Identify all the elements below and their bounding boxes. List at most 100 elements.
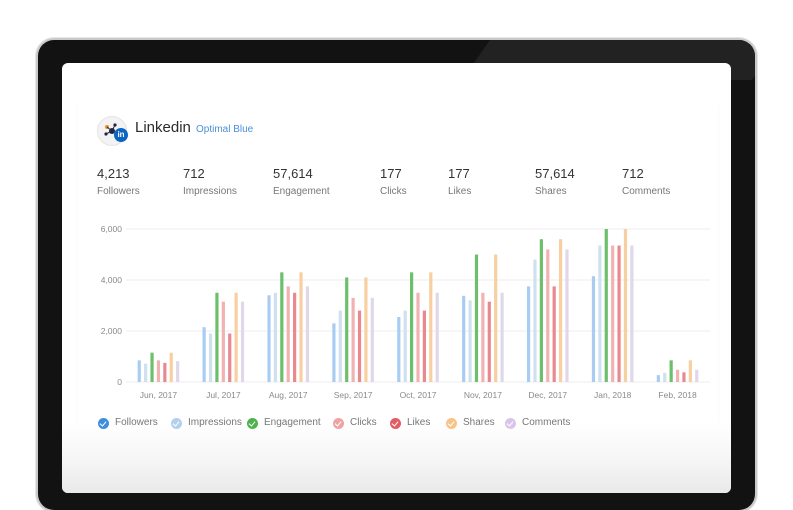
check-circle-icon	[505, 418, 516, 429]
bar-followers[interactable]	[591, 276, 596, 382]
stat-value: 712	[622, 166, 644, 181]
stat-value: 177	[380, 166, 402, 181]
bar-likes[interactable]	[552, 286, 556, 382]
bar-impressions[interactable]	[598, 245, 602, 382]
bar-impressions[interactable]	[468, 300, 472, 382]
x-tick-label: Sep, 2017	[334, 390, 373, 400]
bar-impressions[interactable]	[533, 259, 537, 382]
check-circle-icon	[333, 418, 344, 429]
account-link[interactable]: Optimal Blue	[196, 124, 254, 135]
bar-comments[interactable]	[500, 292, 504, 382]
bar-likes[interactable]	[487, 301, 491, 382]
bar-likes[interactable]	[293, 292, 297, 382]
check-circle-icon	[98, 418, 109, 429]
bar-shares[interactable]	[364, 277, 368, 382]
bar-clicks[interactable]	[546, 249, 550, 382]
bar-followers[interactable]	[656, 375, 660, 382]
bar-engagement[interactable]	[604, 229, 608, 382]
y-tick-label: 6,000	[101, 224, 123, 234]
legend-label: Engagement	[264, 417, 321, 428]
bar-comments[interactable]	[370, 297, 374, 382]
bar-likes[interactable]	[357, 310, 362, 382]
bar-followers[interactable]	[332, 323, 336, 382]
check-circle-icon	[390, 418, 401, 429]
network-title: Linkedin	[135, 119, 191, 136]
x-tick-label: Dec, 2017	[528, 390, 567, 400]
x-tick-label: Oct, 2017	[400, 390, 437, 400]
y-tick-label: 2,000	[101, 326, 123, 336]
legend-label: Comments	[522, 417, 571, 428]
bar-shares[interactable]	[623, 229, 628, 382]
stat-value: 4,213	[97, 166, 130, 181]
bar-comments[interactable]	[695, 369, 699, 382]
bar-followers[interactable]	[202, 327, 206, 382]
stat-likes: 177 Likes	[448, 166, 471, 197]
bar-likes[interactable]	[682, 372, 686, 382]
bar-engagement[interactable]	[150, 352, 154, 382]
stat-shares: 57,614 Shares	[535, 166, 575, 197]
stat-value: 712	[183, 166, 205, 181]
legend-label: Impressions	[188, 417, 242, 428]
bar-clicks[interactable]	[611, 245, 615, 382]
bar-comments[interactable]	[565, 249, 569, 382]
bar-engagement[interactable]	[345, 277, 349, 382]
stat-value: 57,614	[535, 166, 575, 181]
bar-likes[interactable]	[163, 362, 167, 382]
x-tick-label: Feb, 2018	[658, 390, 697, 400]
bar-shares[interactable]	[688, 360, 692, 382]
check-circle-icon	[247, 418, 258, 429]
bar-shares[interactable]	[558, 239, 563, 382]
bar-followers[interactable]	[267, 295, 271, 382]
bar-clicks[interactable]	[351, 297, 355, 382]
bar-shares[interactable]	[429, 272, 433, 382]
bar-clicks[interactable]	[221, 301, 225, 382]
check-circle-icon	[446, 418, 457, 429]
x-tick-label: Jun, 2017	[140, 390, 178, 400]
bar-followers[interactable]	[526, 286, 531, 382]
bar-impressions[interactable]	[338, 310, 342, 382]
bar-clicks[interactable]	[416, 292, 420, 382]
bar-shares[interactable]	[169, 352, 173, 382]
y-tick-label: 0	[117, 377, 122, 387]
bar-shares[interactable]	[234, 292, 238, 382]
bar-likes[interactable]	[228, 333, 232, 382]
bar-shares[interactable]	[299, 272, 303, 382]
bar-comments[interactable]	[435, 292, 439, 382]
bar-engagement[interactable]	[669, 360, 673, 382]
bar-impressions[interactable]	[208, 333, 213, 382]
bar-followers[interactable]	[137, 360, 141, 382]
bar-impressions[interactable]	[144, 363, 148, 382]
bar-clicks[interactable]	[286, 286, 290, 382]
bar-impressions[interactable]	[663, 372, 667, 382]
bar-engagement[interactable]	[215, 292, 219, 382]
stat-label: Engagement	[273, 186, 330, 197]
bar-impressions[interactable]	[273, 292, 278, 382]
bar-comments[interactable]	[240, 301, 245, 382]
bar-engagement[interactable]	[280, 272, 284, 382]
bar-comments[interactable]	[630, 245, 634, 382]
bar-shares[interactable]	[494, 254, 498, 383]
linkedin-icon: in	[114, 128, 128, 142]
stat-engagement: 57,614 Engagement	[273, 166, 330, 197]
stat-clicks: 177 Clicks	[380, 166, 407, 197]
bar-likes[interactable]	[617, 245, 621, 382]
bar-engagement[interactable]	[474, 254, 479, 383]
bar-comments[interactable]	[176, 361, 180, 382]
stat-impressions: 712 Impressions	[183, 166, 237, 197]
bar-comments[interactable]	[305, 286, 310, 382]
bar-likes[interactable]	[422, 310, 426, 382]
bar-clicks[interactable]	[675, 369, 680, 382]
bar-clicks[interactable]	[156, 360, 161, 382]
bar-engagement[interactable]	[410, 272, 414, 382]
x-tick-label: Jan, 2018	[594, 390, 632, 400]
bar-impressions[interactable]	[403, 310, 407, 382]
screen-fade	[62, 423, 731, 493]
bar-clicks[interactable]	[481, 292, 485, 382]
bar-engagement[interactable]	[539, 239, 543, 382]
stat-followers: 4,213 Followers	[97, 166, 140, 197]
stat-value: 177	[448, 166, 470, 181]
bar-followers[interactable]	[397, 316, 401, 382]
engagement-bar-chart: 0 2,000 4,000 6,000 Jun, 2017 Jul, 2017 Aug, 2…	[101, 224, 710, 400]
bar-followers[interactable]	[462, 295, 466, 382]
legend-label: Shares	[463, 417, 495, 428]
